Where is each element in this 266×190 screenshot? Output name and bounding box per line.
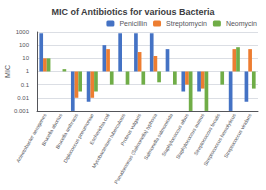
svg-text:Proteus vulgaris: Proteus vulgaris [119,112,143,147]
svg-text:MIC: MIC [4,65,11,78]
svg-text:Salmonella salmonicida: Salmonella salmonicida [142,112,173,161]
svg-text:Acinetobacter aerogenes: Acinetobacter aerogenes [14,112,48,164]
svg-text:0.01: 0.01 [17,95,29,101]
svg-text:0.001: 0.001 [14,108,30,114]
svg-text:Streptococcus fecalis: Streptococcus fecalis [192,112,222,157]
svg-text:Brucella abortus: Brucella abortus [40,112,64,147]
svg-text:Streptococcus hemolyticus: Streptococcus hemolyticus [202,112,237,167]
svg-text:100: 100 [19,42,30,48]
svg-text:MIC of Antibiotics for various: MIC of Antibiotics for various Bacteria [51,7,215,17]
svg-text:Streptomycin: Streptomycin [166,20,207,28]
svg-text:Streptococcus viridans: Streptococcus viridans [222,112,253,159]
svg-text:Brucella anthracis: Brucella anthracis [54,112,80,150]
svg-text:Mycobacterium tuberculosis: Mycobacterium tuberculosis [90,112,127,169]
svg-text:Neomycin: Neomycin [226,20,257,28]
svg-text:Staphylococcus albus: Staphylococcus albus [160,112,190,157]
svg-text:Penicillin: Penicillin [119,20,147,27]
svg-text:10: 10 [22,55,29,61]
svg-text:1000: 1000 [16,29,30,35]
svg-text:Staphylococcus aureus: Staphylococcus aureus [174,112,205,160]
svg-text:1: 1 [26,68,30,74]
svg-text:Escherichia coli: Escherichia coli [88,112,111,146]
svg-text:0.1: 0.1 [21,82,30,88]
svg-text:Pseudomonas (Salmonella) typho: Pseudomonas (Salmonella) typhosa [112,112,158,185]
svg-text:Diplococcus pneumoniae: Diplococcus pneumoniae [61,112,95,164]
